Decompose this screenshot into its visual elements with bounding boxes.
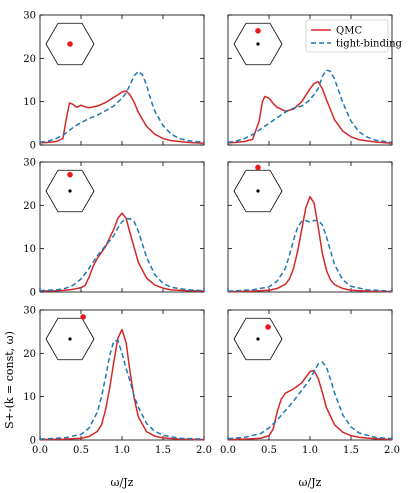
gamma-point-dot (68, 337, 72, 341)
x-tick-label: 1.5 (155, 445, 171, 456)
k-point-marker (255, 164, 261, 171)
x-tick-label: 1.5 (343, 445, 359, 456)
y-tick-label: 20 (23, 349, 36, 360)
brillouin-zone-hexagon (45, 169, 95, 213)
x-tick-label: 1.0 (114, 445, 130, 456)
series-line-tight-binding (39, 339, 205, 440)
y-tick-label: 30 (23, 306, 36, 317)
y-tick-label: 20 (23, 54, 36, 65)
gamma-point-dot (256, 42, 260, 46)
brillouin-zone-hexagon (233, 22, 283, 66)
y-tick-label: 10 (23, 244, 36, 255)
k-point-marker (67, 41, 73, 47)
y-tick-label: 0 (30, 141, 36, 152)
x-tick-label: 2.0 (196, 445, 212, 456)
k-point-marker (255, 28, 261, 34)
x-tick-label: 0.0 (220, 445, 236, 456)
y-tick-label: 10 (23, 97, 36, 108)
series-line-qmc (39, 212, 205, 292)
legend-label-qmc: QMC (336, 26, 362, 37)
panel-middle-right (227, 161, 393, 293)
panel-top-left: 0 10 20 30 (23, 11, 205, 152)
k-point-marker (67, 171, 73, 178)
plot-frame (227, 309, 393, 441)
panel-middle-left: 0 10 20 30 (23, 158, 205, 299)
series-line-tight-binding (39, 218, 205, 292)
legend-box (305, 19, 389, 53)
y-tick-label: 0 (30, 288, 36, 299)
gamma-point-dot (256, 337, 260, 341)
brillouin-zone-hexagon (233, 317, 283, 361)
gamma-point-dot (68, 189, 72, 193)
x-axis-title-right: ω/Jz (299, 476, 322, 489)
y-tick-label: 20 (23, 201, 36, 212)
series-line-tight-binding (227, 69, 393, 144)
x-axis-title-left: ω/Jz (111, 476, 134, 489)
plot-frame (39, 161, 205, 293)
series-line-qmc (39, 90, 205, 145)
series-line-qmc (227, 369, 393, 441)
legend-label-tight-binding: tight-binding (336, 39, 403, 50)
plot-frame (227, 161, 393, 293)
x-tick-label: 0.5 (73, 445, 89, 456)
x-tick-label: 0.0 (32, 445, 48, 456)
panel-bottom-left: 0.0 0.5 1.0 1.5 2.0 0 10 20 30 (23, 306, 212, 457)
y-tick-label: 30 (23, 11, 36, 22)
panel-bottom-right: 0.0 0.5 1.0 1.5 2.0 (220, 309, 400, 456)
brillouin-zone-hexagon (233, 169, 283, 213)
x-tick-label: 0.5 (261, 445, 277, 456)
series-line-qmc (227, 195, 393, 293)
series-line-qmc (227, 80, 393, 145)
x-tick-label: 2.0 (384, 445, 400, 456)
series-line-qmc (39, 328, 205, 441)
y-tick-label: 30 (23, 158, 36, 169)
y-tick-label: 10 (23, 392, 36, 403)
series-line-tight-binding (227, 219, 393, 292)
brillouin-zone-hexagon (45, 22, 95, 66)
gamma-point-dot (256, 189, 260, 193)
k-point-marker (80, 314, 86, 320)
x-tick-label: 1.0 (302, 445, 318, 456)
panel-top-right (227, 14, 393, 146)
series-line-tight-binding (227, 361, 393, 440)
legend: QMC tight-binding (305, 19, 403, 53)
y-tick-label: 0 (30, 436, 36, 447)
k-point-marker (265, 324, 271, 330)
series-line-tight-binding (39, 70, 205, 144)
y-axis-title: S+-(k = const, ω) (3, 331, 16, 429)
